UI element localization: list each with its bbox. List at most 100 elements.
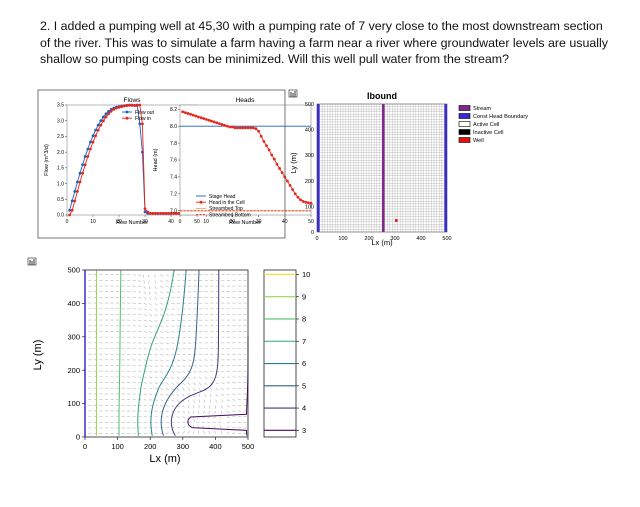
flow-arrow <box>210 376 214 379</box>
flow-arrow <box>219 416 222 420</box>
flow-arrow <box>176 399 180 403</box>
data-point <box>283 175 287 179</box>
flow-arrow <box>154 399 158 401</box>
flow-arrow <box>202 410 205 414</box>
flow-arrow <box>204 382 208 386</box>
data-point <box>267 148 271 152</box>
flow-arrow <box>165 404 169 407</box>
legend-label: Active Cell <box>473 122 499 128</box>
y-tick-label: 100 <box>305 204 314 210</box>
flow-arrow <box>182 405 185 408</box>
flow-arrow <box>198 430 200 434</box>
data-point <box>207 118 211 122</box>
flow-arrow <box>176 353 181 356</box>
flow-arrow <box>165 353 169 356</box>
data-point <box>125 104 129 108</box>
data-point <box>91 134 95 138</box>
flow-arrow <box>149 387 153 390</box>
flow-arrow <box>165 393 169 396</box>
flow-arrow <box>226 431 230 434</box>
data-point <box>96 128 100 132</box>
flow-arrow <box>187 359 192 361</box>
flow-arrow <box>171 308 175 310</box>
data-point <box>76 190 79 193</box>
flow-arrow <box>143 297 147 300</box>
flow-arrow <box>171 331 175 333</box>
y-tick-label: 1.5 <box>57 166 64 172</box>
legend-label: Well <box>473 138 484 144</box>
flow-arrow <box>171 399 175 402</box>
flow-arrow <box>187 410 190 414</box>
heads-title: Heads <box>236 97 256 104</box>
data-point <box>102 115 105 119</box>
flow-arrow <box>212 416 216 419</box>
flow-arrow <box>154 365 158 367</box>
flow-arrow <box>165 365 169 368</box>
flow-arrow <box>143 342 147 344</box>
flow-arrow <box>209 393 212 398</box>
flow-arrow <box>182 426 186 429</box>
flow-arrow <box>143 393 147 395</box>
flow-arrow <box>182 348 186 350</box>
contour-chart: Lx (m) Ly (m) 0 100 200 300 400 500 0 100 200 300… <box>27 257 310 465</box>
y-tick-label: 0 <box>311 230 314 236</box>
y-tick-label: 8.2 <box>170 107 177 113</box>
y-tick-label: 1.0 <box>57 181 64 187</box>
flow-arrow <box>226 387 230 390</box>
contour-line-6 <box>150 269 187 436</box>
flow-arrow <box>232 432 236 434</box>
flow-arrow <box>149 399 153 401</box>
flow-arrow <box>143 314 147 316</box>
flow-arrow <box>160 365 164 368</box>
flow-arrow <box>160 302 164 305</box>
data-point <box>183 111 187 115</box>
data-point <box>107 112 110 116</box>
data-point <box>280 171 284 175</box>
flow-arrow <box>198 393 201 398</box>
flow-arrow <box>154 297 158 300</box>
legend-label: Inactive Cell <box>473 130 503 136</box>
flow-arrow <box>176 426 181 429</box>
data-point <box>83 155 87 158</box>
flow-arrow <box>149 370 153 373</box>
flow-arrow <box>171 348 175 350</box>
flow-arrow <box>209 405 211 409</box>
flow-arrow <box>171 302 175 305</box>
stream-column <box>382 104 385 232</box>
data-point <box>309 201 313 205</box>
flow-arrow <box>143 319 147 322</box>
flow-arrow <box>176 319 181 321</box>
data-point <box>199 116 203 120</box>
flow-arrow <box>208 410 211 414</box>
y-tick-label: 7.8 <box>170 141 177 147</box>
figure-toolbar-icon[interactable] <box>288 89 298 98</box>
y-tick-label: 500 <box>67 266 80 275</box>
flow-arrow <box>187 405 190 409</box>
data-point <box>96 123 100 127</box>
flow-arrow <box>207 425 211 429</box>
figure-toolbar-icon[interactable] <box>27 257 37 266</box>
contour-line-7 <box>137 269 175 436</box>
data-point <box>217 122 221 126</box>
flow-arrow <box>187 430 190 434</box>
data-point <box>135 104 139 108</box>
flow-arrow <box>160 325 164 328</box>
flow-arrow <box>160 404 164 407</box>
flow-arrow <box>182 388 185 391</box>
data-point <box>288 183 292 187</box>
flow-arrow <box>154 404 158 407</box>
flow-arrow <box>143 348 147 350</box>
ibound-chart: Ibound Lx (m) Ly (m) 0 100 200 300 400 500 0 10… <box>288 89 528 247</box>
data-point <box>68 213 71 217</box>
flow-arrow <box>165 325 169 328</box>
flow-arrow <box>176 416 181 418</box>
y-tick-label: 200 <box>305 179 314 185</box>
flow-arrow <box>187 353 192 356</box>
x-tick-label: 200 <box>364 236 373 242</box>
x-tick-label: 400 <box>209 442 222 451</box>
flow-arrow <box>176 388 180 391</box>
flow-arrow <box>171 393 175 397</box>
flow-arrow <box>171 387 175 391</box>
colorbar-tick-label: 10 <box>302 270 310 279</box>
flow-arrow <box>160 297 164 300</box>
